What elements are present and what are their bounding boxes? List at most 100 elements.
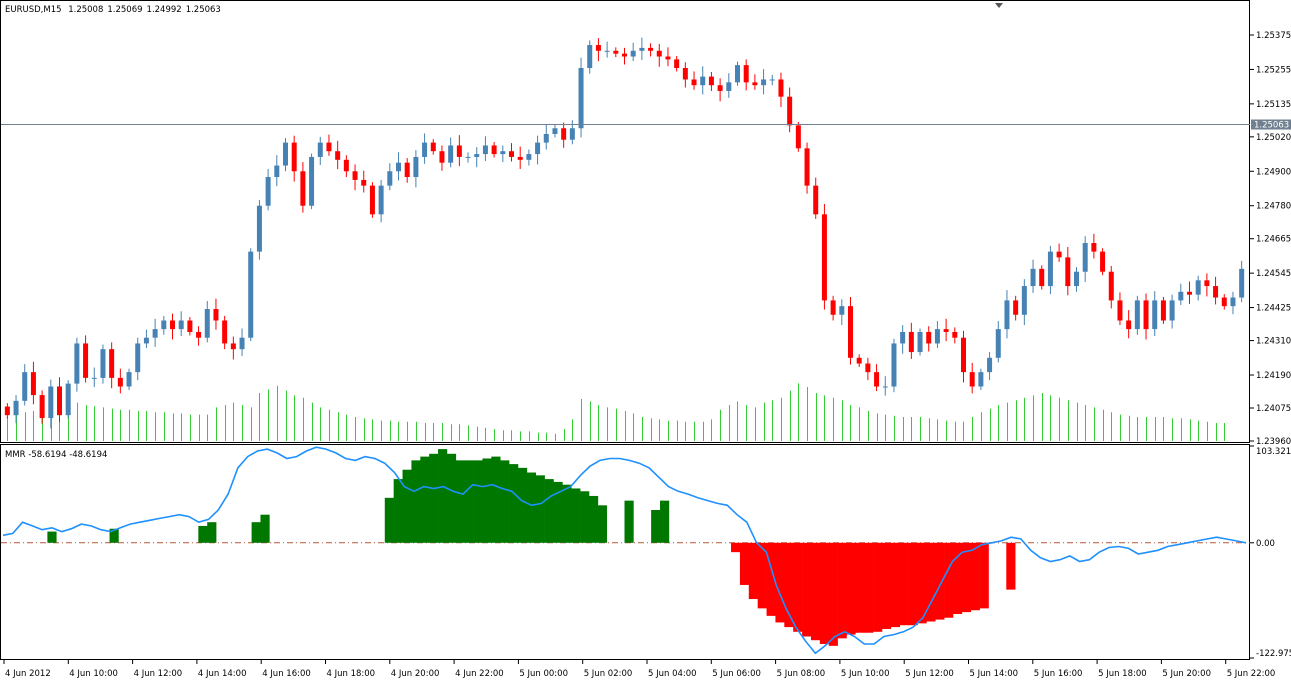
candle-bull [769,79,775,81]
mmr-bar-negative [855,542,865,633]
mmr-bar-negative [881,542,892,629]
candle-bull [1021,286,1027,315]
candle-bear [109,349,115,378]
mmr-bar-negative [775,542,785,623]
candle-bear [430,142,436,152]
mmr-tick-label: 0.00 [1256,539,1275,549]
candle-bull [639,47,645,51]
candle-bull [91,377,97,379]
candle-bull [74,343,80,384]
candle-bull [1230,297,1236,307]
mmr-bar-positive [429,453,439,543]
mmr-axis: 103.3213 0.00 -122.975 [1250,445,1291,659]
mmr-bar-positive [207,522,217,543]
mmr-bar-negative [802,542,812,637]
mmr-bar-positive [660,500,670,543]
candle-bear [1160,300,1166,321]
candle-bull [987,357,993,373]
candle-bull [204,309,210,338]
candle-bear [648,47,654,51]
mmr-line [2,446,1247,655]
mmr-bar-positive [544,479,554,543]
candle-bear [622,53,627,57]
candle-bear [1221,297,1227,307]
candle-bear [926,331,932,344]
mmr-bar-positive [526,472,537,543]
mmr-bar-positive [651,510,661,543]
candle-bear [187,320,193,332]
mmr-bar-positive [393,479,403,543]
candle-bear [1187,291,1192,295]
candle-bull [248,251,254,338]
mmr-bar-negative [828,542,838,646]
mmr-bar-negative [908,542,918,626]
candle-bear [691,79,697,86]
price-axis: 1.25375 1.25255 1.25135 1.25020 1.24900 1.247… [1,31,1291,447]
time-tick-label: 4 Jun 14:00 [198,669,247,679]
candle-bear [1091,243,1097,252]
candle-bear [674,59,680,68]
ohlc-close: 1.25063 [185,5,221,15]
candle-bear [230,343,236,350]
candle-bull [126,372,132,387]
candle-bear [30,372,36,396]
candle-bull [13,400,19,416]
candle-bear [856,357,862,364]
price-tick-label: 1.24310 [1256,337,1291,347]
candle-bear [222,320,228,344]
candle-bear [778,79,784,97]
candle-bull [1030,268,1036,287]
candle-bear [1013,300,1019,315]
mmr-bar-negative [819,542,830,644]
candle-bull [100,349,106,378]
mmr-tick-label: -122.975 [1256,649,1291,659]
candle-bear [1056,251,1062,258]
candle-bear [952,331,958,338]
candle-bull [995,329,1001,358]
candle-bear [830,300,836,315]
price-tick-label: 1.24900 [1256,167,1291,177]
candle-bull [500,151,506,155]
mmr-bar-negative [1006,542,1016,590]
candle-bear [821,214,827,301]
candle-bear [1143,300,1149,330]
candle-bear [326,142,332,152]
time-tick-label: 5 Jun 20:00 [1162,669,1211,679]
candle-bear [404,162,410,178]
mmr-bar-negative [926,542,936,622]
candle-bull [22,372,28,401]
candle-bull [1152,300,1158,330]
mmr-bar-positive [47,531,57,543]
time-tick-label: 5 Jun 22:00 [1227,669,1276,679]
candle-bull [161,320,167,330]
candle-bear [491,145,497,155]
mmr-bar-negative [810,542,821,641]
time-tick-label: 5 Jun 02:00 [584,669,633,679]
candle-bear [335,151,341,160]
mmr-bar-negative [899,542,909,626]
candle-bull [256,205,262,252]
mmr-bar-positive [438,449,448,543]
candle-bear [369,185,375,215]
mmr-bar-negative [979,542,989,609]
mmr-bar-negative [846,542,856,635]
candle-bear [170,320,175,330]
candle-bear [343,159,349,172]
mmr-bar-negative [864,542,874,633]
candle-bull [891,343,897,387]
candle-bull [135,343,141,373]
ohlc-high: 1.25069 [107,5,143,15]
scroll-marker-icon[interactable] [995,3,1003,8]
candle-bear [1039,268,1045,287]
candle-bear [908,331,914,353]
mmr-bar-positive [109,528,119,543]
candle-bull [396,162,401,172]
time-tick-label: 4 Jun 16:00 [262,669,311,679]
candle-bull [317,142,323,157]
candle-bear [969,372,975,387]
candle-bear [1108,271,1114,301]
mmr-bar-positive [482,458,492,543]
candle-bull [1239,268,1245,298]
mmr-bar-positive [198,525,208,543]
